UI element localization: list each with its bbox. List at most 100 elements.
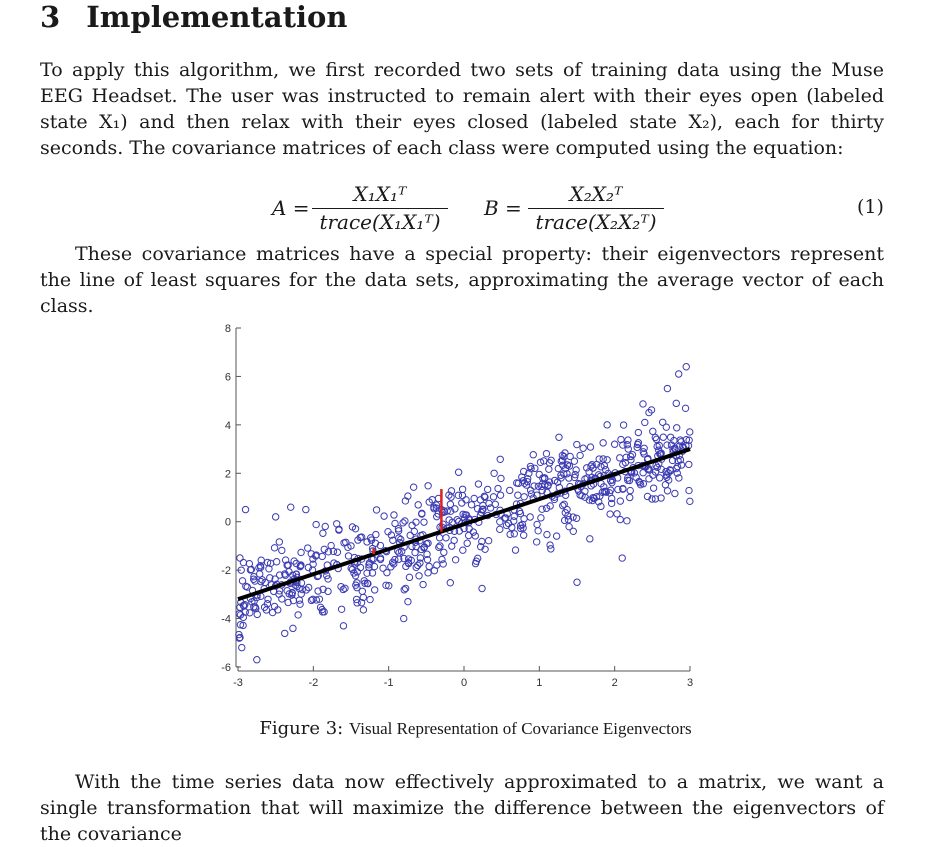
scatter-point [335, 526, 343, 534]
scatter-point [435, 534, 444, 542]
scatter-point [529, 451, 537, 459]
scatter-point [401, 584, 410, 593]
scatter-point [561, 449, 569, 457]
scatter-point [596, 492, 604, 500]
scatter-point [348, 523, 357, 531]
scatter-point [320, 608, 328, 616]
equation-b-lhs: B = [484, 196, 522, 220]
scatter-point [347, 564, 355, 572]
equation-b-fraction: X₂X₂ᵀ trace(X₂X₂ᵀ) [528, 182, 664, 234]
scatter-point [321, 522, 329, 531]
scatter-point [409, 483, 418, 491]
scatter-point [379, 564, 387, 572]
scatter-point [519, 531, 528, 539]
scatter-point [302, 586, 310, 594]
scatter-point [412, 563, 420, 572]
scatter-point [414, 561, 422, 570]
scatter-point [479, 501, 487, 510]
scatter-point [395, 549, 403, 557]
scatter-point [312, 596, 321, 604]
scatter-point [250, 572, 258, 581]
scatter-point [344, 552, 353, 560]
scatter-point [422, 540, 431, 548]
scatter-point [418, 510, 426, 518]
scatter-point [655, 446, 663, 454]
outlier-point [430, 503, 438, 511]
scatter-point [546, 541, 554, 549]
section-title: Implementation [86, 0, 348, 34]
outlier-point [682, 363, 690, 371]
equation-a-fraction: X₁X₁ᵀ trace(X₁X₁ᵀ) [312, 182, 448, 234]
scatter-point [555, 433, 563, 441]
scatter-point [614, 485, 622, 494]
scatter-point [365, 563, 373, 571]
scatter-point [626, 486, 634, 495]
scatter-point [404, 597, 412, 606]
scatter-point [432, 501, 441, 509]
scatter-point [516, 524, 525, 533]
scatter-point [496, 491, 505, 499]
scatter-point [438, 555, 446, 564]
scatter-point [632, 473, 640, 482]
scatter-point [477, 543, 485, 551]
scatter-point [297, 590, 305, 598]
x-tick-label: 2 [612, 677, 618, 689]
scatter-point [271, 575, 279, 583]
scatter-point [531, 464, 539, 473]
scatter-point [270, 544, 279, 552]
scatter-point [459, 546, 467, 554]
y-tick-label: 2 [225, 468, 231, 480]
scatter-point [341, 584, 349, 592]
scatter-point [586, 535, 594, 543]
outlier-point [610, 440, 619, 448]
outlier-point [238, 643, 246, 652]
scatter-point [607, 486, 615, 494]
outlier-point [675, 370, 683, 378]
scatter-point [329, 547, 338, 556]
scatter-point [616, 497, 625, 505]
scatter-point [237, 566, 245, 574]
scatter-point [616, 515, 624, 524]
scatter-point [458, 499, 466, 507]
scatter-point [510, 512, 518, 521]
scatter-point [352, 595, 361, 604]
scatter-point [370, 586, 379, 594]
scatter-point [420, 518, 428, 526]
scatter-point [371, 539, 380, 547]
scatter-point [496, 518, 504, 526]
outlier-point [302, 505, 310, 514]
scatter-point [616, 454, 624, 462]
scatter-point [324, 587, 332, 596]
scatter-point [628, 451, 637, 459]
outlier-point [241, 505, 250, 514]
scatter-point [246, 609, 254, 617]
figure-caption: Figure 3: Visual Representation of Covar… [0, 718, 951, 739]
scatter-point [410, 527, 419, 536]
scatter-point [414, 501, 422, 509]
scatter-point [455, 527, 464, 535]
scatter-point [478, 584, 486, 593]
scatter-point [542, 504, 551, 512]
scatter-point [508, 523, 516, 532]
scatter-point [511, 546, 520, 554]
scatter-point [600, 462, 609, 470]
scatter-point [479, 505, 487, 513]
scatter-point [446, 500, 455, 508]
scatter-point [288, 589, 296, 597]
scatter-point [536, 458, 545, 466]
scatter-point [238, 577, 247, 585]
scatter-point [416, 554, 425, 562]
scatter-point [554, 464, 563, 473]
scatter-point [363, 538, 371, 546]
scatter-point [235, 634, 244, 642]
scatter-point [624, 436, 632, 444]
scatter-point [389, 536, 397, 544]
equation-a-denominator: trace(X₁X₁ᵀ) [319, 210, 441, 234]
scatter-point [324, 548, 333, 556]
scatter-point [647, 406, 656, 414]
scatter-point [543, 530, 551, 539]
section-heading: 3 Implementation [40, 0, 347, 34]
scatter-point [668, 456, 677, 465]
scatter-point [624, 445, 632, 453]
scatter-point [467, 501, 476, 509]
